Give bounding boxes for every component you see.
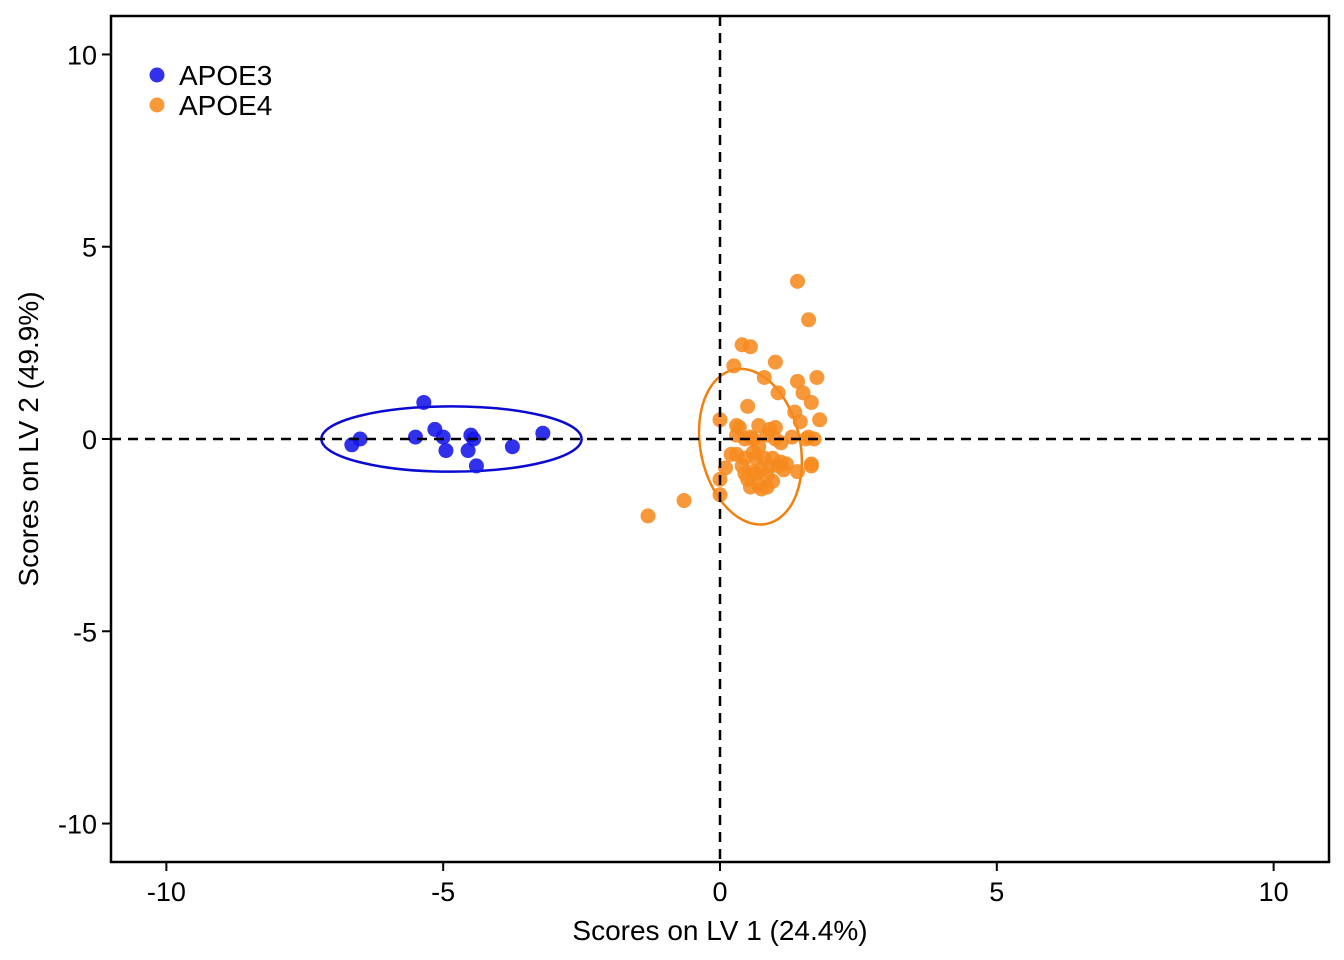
data-point-apoe4 <box>740 398 756 414</box>
legend-label-apoe3: APOE3 <box>179 60 272 91</box>
data-point-apoe4 <box>767 419 783 435</box>
data-point-apoe3 <box>352 431 368 447</box>
legend-marker-apoe4 <box>149 97 165 113</box>
data-point-apoe4 <box>676 493 692 509</box>
y-axis-ticks: -10 -5 0 5 10 <box>58 40 111 840</box>
y-tick-label: -5 <box>73 617 97 647</box>
data-point-apoe4 <box>809 369 825 385</box>
data-point-apoe3 <box>468 458 484 474</box>
data-point-apoe4 <box>756 369 772 385</box>
legend-marker-apoe3 <box>149 67 165 83</box>
legend-label-apoe4: APOE4 <box>179 90 272 121</box>
x-tick-label: -10 <box>147 877 186 907</box>
x-axis-title: Scores on LV 1 (24.4%) <box>572 915 867 946</box>
data-point-apoe4 <box>790 464 806 480</box>
data-point-apoe4 <box>784 429 800 445</box>
data-point-apoe4 <box>803 394 819 410</box>
data-point-apoe3 <box>460 443 476 459</box>
data-point-apoe4 <box>759 468 775 484</box>
data-point-apoe4 <box>801 312 817 328</box>
data-points <box>344 273 828 524</box>
data-point-apoe3 <box>535 425 551 441</box>
data-point-apoe4 <box>790 273 806 289</box>
x-tick-label: -5 <box>431 877 455 907</box>
x-axis-ticks: -10 -5 0 5 10 <box>147 862 1289 907</box>
data-point-apoe3 <box>504 439 520 455</box>
data-point-apoe4 <box>767 354 783 370</box>
data-point-apoe3 <box>408 429 423 445</box>
y-tick-label: 5 <box>82 233 97 263</box>
data-point-apoe4 <box>726 358 742 374</box>
y-tick-label: 10 <box>67 40 97 70</box>
data-point-apoe4 <box>712 412 728 428</box>
x-tick-label: 0 <box>712 877 727 907</box>
y-tick-label: -10 <box>58 810 97 840</box>
data-point-apoe4 <box>640 508 656 524</box>
y-axis-title: Scores on LV 2 (49.9%) <box>13 291 44 586</box>
data-point-apoe4 <box>734 458 750 474</box>
y-tick-label: 0 <box>82 425 97 455</box>
data-point-apoe4 <box>770 385 786 401</box>
data-point-apoe3 <box>416 394 432 410</box>
data-point-apoe4 <box>790 373 806 389</box>
data-point-apoe4 <box>718 460 734 476</box>
data-point-apoe4 <box>745 444 761 460</box>
data-point-apoe4 <box>812 412 828 428</box>
data-point-apoe4 <box>729 427 745 443</box>
data-point-apoe4 <box>742 339 758 355</box>
data-point-apoe4 <box>803 458 819 474</box>
data-point-apoe4 <box>792 414 808 430</box>
x-tick-label: 10 <box>1259 877 1289 907</box>
x-tick-label: 5 <box>989 877 1004 907</box>
data-point-apoe3 <box>438 443 454 459</box>
data-point-apoe3 <box>435 429 451 445</box>
data-point-apoe4 <box>778 456 794 472</box>
reference-lines <box>111 16 1329 862</box>
